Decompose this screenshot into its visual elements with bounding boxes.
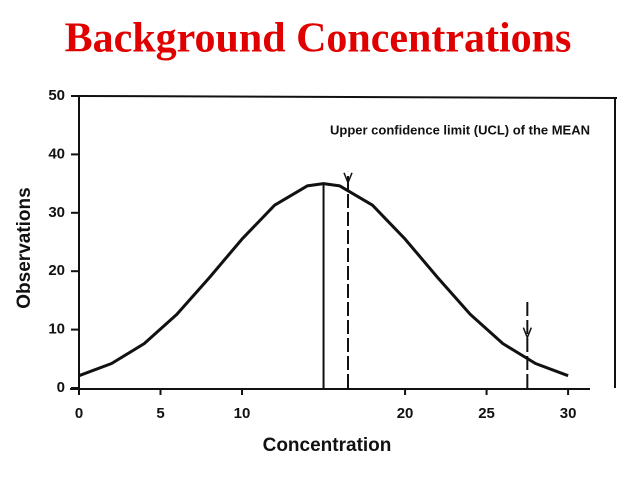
x-tick-label: 5 [156,405,164,422]
x-tick-label: 30 [560,405,577,422]
x-tick-label: 10 [234,405,251,422]
y-tick-label: 40 [48,145,65,162]
plot-frame [70,95,618,390]
y-tick-label: 30 [48,204,65,221]
y-tick-label: 0 [57,379,65,396]
arrow-head [522,327,533,340]
chart-title: Background Concentrations [65,16,572,62]
y-axis-title: Observations [14,187,35,308]
x-tick-label: 20 [397,405,414,422]
annotation: Upper confidence limit (UCL) of the MEAN [330,122,590,137]
x-axis-title: Concentration [263,435,392,456]
y-tick-label: 10 [48,321,65,338]
x-tick-label: 25 [478,405,495,422]
arrow-head [343,172,353,185]
y-tick-label: 20 [48,262,65,279]
x-tick-label: 0 [75,405,83,422]
y-tick-label: 50 [48,87,65,104]
